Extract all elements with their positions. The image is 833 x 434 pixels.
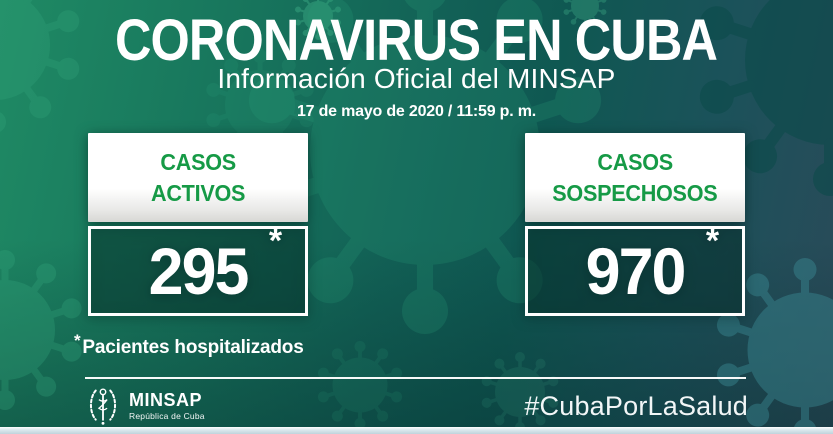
card-label-activos: CASOS ACTIVOS [88, 133, 308, 222]
footnote-asterisk: * [74, 331, 81, 350]
card-label-sospechosos: CASOS SOSPECHOSOS [525, 133, 745, 222]
card-value-box-sospechosos: 970 * [525, 222, 745, 316]
card-value-box-activos: 295 * [88, 222, 308, 316]
page-title: CORONAVIRUS EN CUBA [115, 8, 718, 73]
report-date: 17 de mayo de 2020 / 11:59 p. m. [296, 103, 537, 120]
minsap-logo-name: MINSAP [129, 390, 203, 410]
card-casos-activos: CASOS ACTIVOS 295 * [88, 133, 308, 316]
card-casos-sospechosos: CASOS SOSPECHOSOS 970 * [525, 133, 745, 316]
minsap-logo-subtitle: República de Cuba [129, 411, 205, 421]
virus-particle-icon [0, 250, 85, 410]
card-label-line: CASOS [597, 149, 673, 176]
active-cases-value: 295 [148, 234, 250, 308]
asterisk-superscript: * [268, 222, 283, 260]
footnote-text: Pacientes hospitalizados [82, 337, 304, 358]
asterisk-superscript: * [705, 222, 720, 260]
card-label-line: SOSPECHOSOS [552, 179, 718, 206]
suspected-cases-value: 970 [585, 234, 687, 308]
subtitle: Información Oficial del MINSAP [217, 63, 616, 94]
minsap-emblem-icon [89, 388, 117, 425]
virus-particle-icon [316, 341, 404, 429]
footer-divider [85, 377, 746, 379]
bottom-edge-strip [0, 427, 833, 434]
card-label-line: ACTIVOS [150, 179, 246, 206]
hashtag-cuba-por-la-salud: #CubaPorLaSalud [524, 391, 748, 421]
footnote: * Pacientes hospitalizados [74, 331, 304, 359]
minsap-logo-text: MINSAP República de Cuba [129, 391, 205, 421]
card-label-line: CASOS [160, 149, 236, 176]
minsap-logo: MINSAP República de Cuba [84, 386, 205, 426]
